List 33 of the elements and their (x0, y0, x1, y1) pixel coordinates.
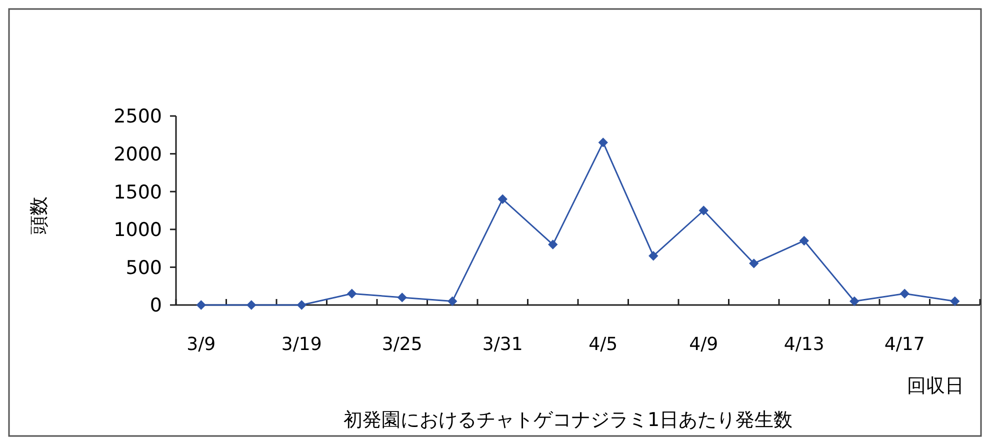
point (498, 194, 508, 204)
x-axis-title: 回収日 (907, 375, 964, 397)
x-tick-label: 3/31 (482, 334, 523, 355)
y-tick-label: 1500 (114, 181, 162, 204)
point (799, 236, 809, 246)
point (296, 300, 306, 310)
x-tick-label: 3/25 (382, 334, 422, 355)
x-tick-label: 4/5 (588, 334, 618, 355)
point (850, 296, 860, 306)
point (347, 288, 357, 299)
point (196, 300, 206, 310)
point (598, 138, 608, 148)
y-axis-title: 頭数 (28, 196, 50, 234)
y-tick-label: 2500 (114, 106, 162, 128)
x-tick-label: 4/9 (689, 334, 718, 355)
point (246, 300, 256, 310)
x-tick-label: 3/9 (186, 334, 216, 355)
point (397, 292, 407, 302)
y-tick-label: 2000 (114, 143, 162, 166)
y-tick-label: 500 (126, 256, 162, 279)
x-tick-label: 4/17 (884, 334, 925, 355)
x-tick-label: 4/13 (784, 334, 824, 355)
y-tick-label: 0 (150, 294, 162, 317)
point (950, 296, 960, 306)
x-tick-label: 3/19 (281, 334, 322, 355)
text: 初発園におけるチャトゲコナジラミ1日あたり発生数 (343, 409, 793, 431)
point (648, 251, 658, 261)
y-tick-label: 1000 (114, 219, 162, 242)
point (548, 240, 558, 250)
point (698, 206, 708, 216)
point (448, 296, 458, 306)
point (900, 288, 910, 299)
point (749, 258, 759, 268)
